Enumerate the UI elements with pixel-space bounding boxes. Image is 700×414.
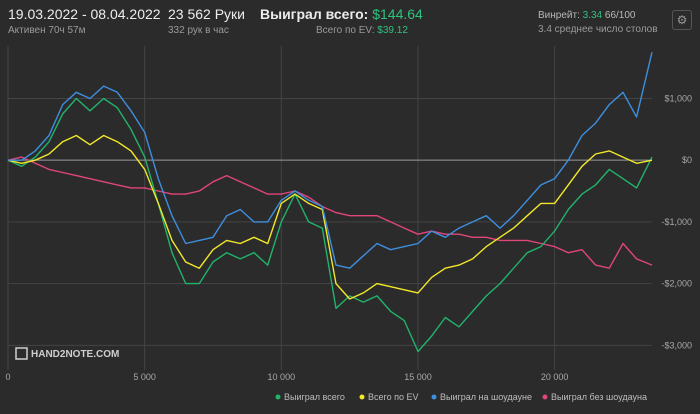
x-tick-label: 15 000 (404, 372, 432, 382)
winrate-label: Винрейт: (538, 10, 580, 21)
avg-tables: 3.4 среднее число столов (538, 24, 658, 35)
x-tick-label: 10 000 (268, 372, 296, 382)
legend-nonshowdown-dot (542, 394, 548, 400)
series-line-won (7, 97, 653, 353)
legend-ev-dot (359, 394, 365, 400)
winrate-sample: 66/100 (604, 10, 636, 21)
logo-icon (15, 347, 28, 360)
legend-won-label: Выиграл всего (284, 392, 345, 402)
hands-per-hour: 332 рук в час (168, 25, 229, 36)
legend-showdown-dot (431, 394, 437, 400)
date-range: 19.03.2022 - 08.04.2022 (8, 6, 161, 22)
ev-value: $39.12 (377, 25, 408, 36)
ev-label: Всего по EV: (316, 25, 375, 36)
y-tick-label: $0 (682, 155, 692, 165)
winrate-value: 3.34 (582, 10, 603, 21)
x-tick-label: 5 000 (133, 372, 156, 382)
header: 19.03.2022 - 08.04.2022 Активен 70ч 57м … (8, 6, 692, 42)
hand2note-logo: HAND2NOTE.COM (15, 347, 119, 360)
y-tick-label: -$1,000 (661, 217, 692, 227)
series-line-ev (7, 134, 653, 300)
period-block: 19.03.2022 - 08.04.2022 Активен 70ч 57м (8, 6, 161, 36)
y-tick-label: -$3,000 (661, 340, 692, 350)
legend-nonshowdown-label: Выиграл без шоудауна (551, 392, 647, 402)
x-tick-label: 20 000 (541, 372, 569, 382)
x-tick-label: 0 (5, 372, 10, 382)
winrate-block: Винрейт: 3.34 66/100 3.4 среднее число с… (538, 6, 658, 35)
hands-block: 23 562 Руки 332 рук в час (168, 6, 245, 36)
logo-text: HAND2NOTE.COM (31, 349, 119, 360)
series-line-showdown (8, 52, 653, 269)
hands-count: 23 562 Руки (168, 6, 245, 22)
y-tick-label: -$2,000 (661, 279, 692, 289)
gear-icon[interactable]: ⚙ (672, 10, 692, 30)
legend-showdown-label: Выиграл на шоудауне (440, 392, 532, 402)
active-time: Активен 70ч 57м (8, 25, 86, 36)
legend-ev-label: Всего по EV (368, 392, 418, 402)
y-tick-label: $1,000 (664, 93, 692, 103)
won-label: Выиграл всего: (260, 6, 369, 22)
legend-won-dot (275, 394, 281, 400)
won-value: $144.64 (372, 6, 423, 22)
results-block: Выиграл всего: $144.64 Всего по EV: $39.… (260, 6, 423, 36)
